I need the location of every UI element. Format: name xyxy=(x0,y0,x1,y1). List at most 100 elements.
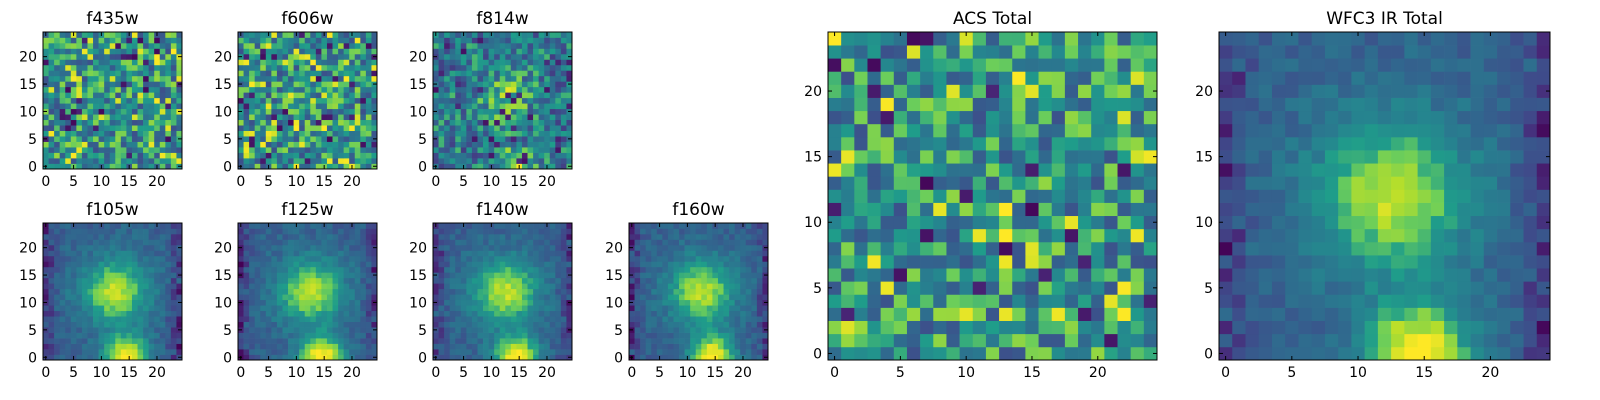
heatmap-cell xyxy=(59,37,66,44)
heatmap-cell xyxy=(293,119,300,126)
heatmap-cell xyxy=(466,108,473,115)
heatmap-cell xyxy=(349,42,356,49)
heatmap-cell xyxy=(271,277,278,284)
heatmap-cell xyxy=(651,266,658,273)
heatmap-cell xyxy=(444,244,451,251)
heatmap-cell xyxy=(1038,176,1053,190)
heatmap-cell xyxy=(510,152,517,159)
heatmap-cell xyxy=(690,250,697,257)
heatmap-cell xyxy=(433,64,439,71)
heatmap-cell xyxy=(48,147,55,153)
heatmap-cell xyxy=(299,272,306,279)
heatmap-cell xyxy=(343,92,350,99)
heatmap-cell xyxy=(93,130,99,137)
heatmap-cell xyxy=(566,64,573,71)
heatmap-cell xyxy=(170,53,177,60)
heatmap-cell xyxy=(505,70,512,77)
y-tick-label: 15 xyxy=(19,77,37,93)
heatmap-cell xyxy=(65,255,72,262)
heatmap-cell xyxy=(54,147,61,153)
heatmap-cell xyxy=(54,59,61,66)
heatmap-cell xyxy=(254,42,261,49)
heatmap-cell xyxy=(662,228,669,235)
heatmap-cell xyxy=(81,316,88,322)
heatmap-cell xyxy=(76,261,83,268)
heatmap-cell xyxy=(238,152,244,159)
heatmap-cell xyxy=(321,59,328,66)
heatmap-cell xyxy=(109,250,116,257)
heatmap-cell xyxy=(972,346,987,361)
heatmap-cell xyxy=(87,75,94,82)
heatmap-cell xyxy=(271,53,278,60)
heatmap-cell xyxy=(499,261,506,268)
heatmap-cell xyxy=(999,215,1013,230)
heatmap-cell xyxy=(137,141,144,148)
heatmap-cell xyxy=(640,233,647,240)
heatmap-cell xyxy=(120,103,127,110)
heatmap-cell xyxy=(70,244,77,251)
heatmap-cell xyxy=(499,338,506,344)
heatmap-cell xyxy=(349,349,356,355)
heatmap-cell xyxy=(560,32,567,38)
heatmap-cell xyxy=(282,239,289,246)
heatmap-cell xyxy=(254,130,261,137)
heatmap-cell xyxy=(276,255,283,262)
heatmap-cell xyxy=(326,250,333,257)
heatmap-cell xyxy=(1130,189,1145,203)
heatmap-cell xyxy=(143,53,149,60)
heatmap-cell xyxy=(999,333,1013,348)
heatmap-cell xyxy=(310,250,317,257)
heatmap-cell xyxy=(43,59,49,66)
heatmap-cell xyxy=(254,255,261,262)
heatmap-cell xyxy=(444,97,451,104)
heatmap-cell xyxy=(471,125,478,131)
heatmap-cell xyxy=(1091,202,1105,217)
y-tick-label: 10 xyxy=(214,295,232,311)
heatmap-cell xyxy=(338,233,344,240)
heatmap-cell xyxy=(471,294,478,301)
heatmap-cell xyxy=(433,86,439,93)
heatmap-cell xyxy=(126,42,133,49)
heatmap-cell xyxy=(494,70,501,77)
heatmap-cell xyxy=(338,223,344,229)
heatmap-cell xyxy=(81,37,88,44)
heatmap-cell xyxy=(555,37,562,44)
heatmap-cell xyxy=(444,223,451,229)
heatmap-cell xyxy=(76,316,83,322)
heatmap-cell xyxy=(510,310,517,317)
heatmap-cell xyxy=(87,114,94,121)
heatmap-cell xyxy=(243,92,250,99)
heatmap-cell xyxy=(555,130,562,137)
axes-frame xyxy=(432,31,573,170)
heatmap-cell xyxy=(154,59,161,66)
heatmap-cell xyxy=(734,250,741,257)
heatmap-cell xyxy=(148,250,155,257)
x-tick-label: 5 xyxy=(655,365,664,381)
heatmap-cell xyxy=(483,86,489,93)
heatmap-cell xyxy=(756,233,763,240)
heatmap-cell xyxy=(751,305,758,312)
heatmap-cell xyxy=(433,294,439,301)
heatmap-cell xyxy=(729,250,735,257)
heatmap-cell xyxy=(1130,333,1145,348)
heatmap-cell xyxy=(1117,176,1132,190)
heatmap-cell xyxy=(137,250,144,257)
heatmap-cell xyxy=(729,305,735,312)
heatmap-cell xyxy=(321,130,328,137)
panel-title: f606w xyxy=(281,9,333,29)
heatmap-cell xyxy=(104,32,111,38)
heatmap-cell xyxy=(466,70,473,77)
heatmap-cell xyxy=(131,332,138,339)
heatmap-cell xyxy=(371,147,378,153)
heatmap-cell xyxy=(338,244,344,251)
heatmap-cell xyxy=(115,272,122,279)
heatmap-cell xyxy=(98,261,105,268)
heatmap-cell xyxy=(54,223,61,229)
x-tick-label: 0 xyxy=(41,365,50,381)
heatmap-cell xyxy=(999,189,1013,203)
heatmap-cell xyxy=(371,321,378,328)
heatmap-cell xyxy=(59,288,66,295)
heatmap-cell xyxy=(137,125,144,131)
heatmap-cell xyxy=(59,266,66,273)
heatmap-cell xyxy=(544,86,551,93)
